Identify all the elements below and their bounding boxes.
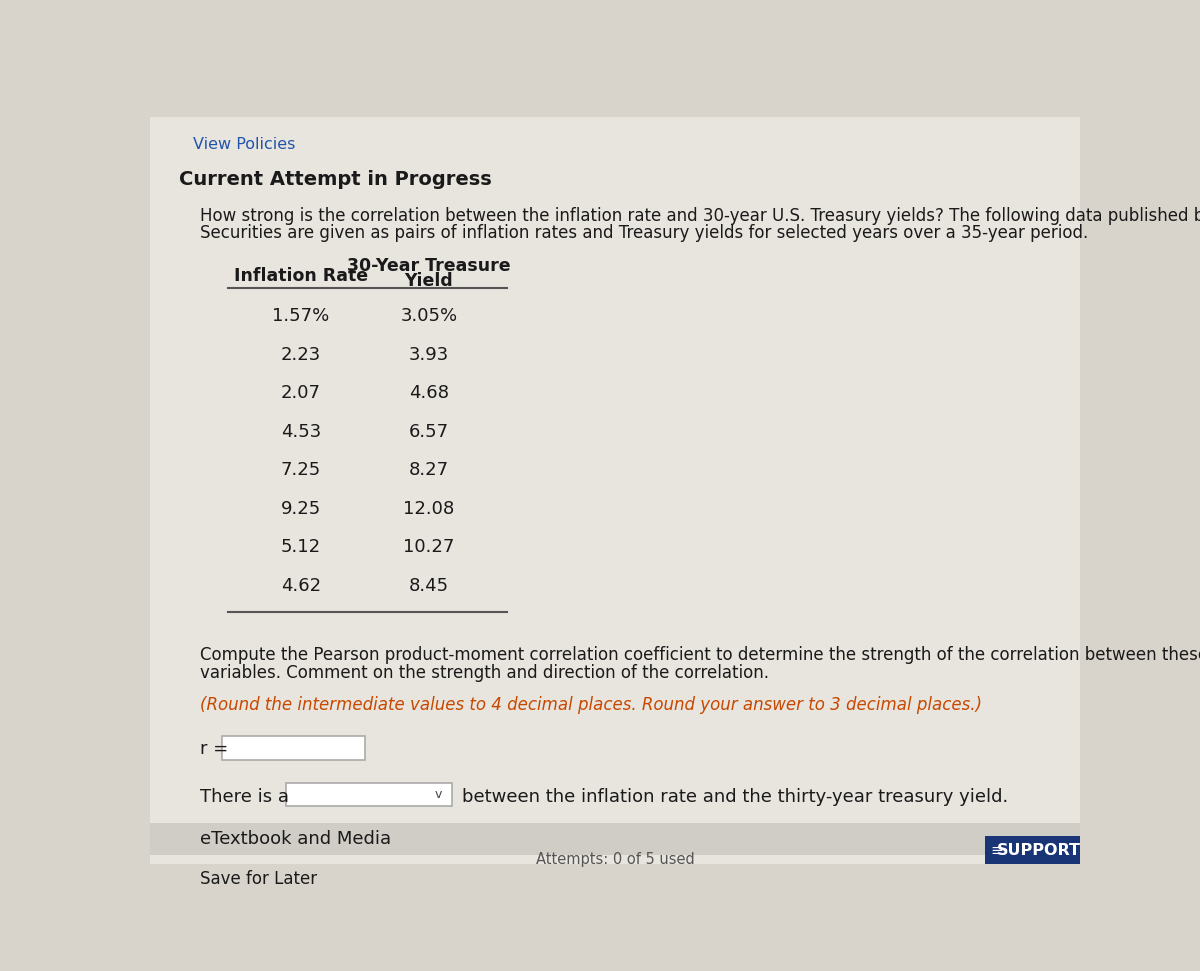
Text: 2.23: 2.23 [281,346,322,364]
Text: variables. Comment on the strength and direction of the correlation.: variables. Comment on the strength and d… [200,664,769,682]
Bar [985,836,1080,864]
Text: 3.05%: 3.05% [401,308,457,325]
Bar [150,822,1080,854]
Text: 2.07: 2.07 [281,385,322,403]
Text: 4.53: 4.53 [281,423,322,441]
Text: 4.62: 4.62 [281,577,322,595]
Text: SUPPORT: SUPPORT [997,843,1081,857]
Text: 8.45: 8.45 [409,577,449,595]
Text: Yield: Yield [404,272,454,290]
Text: 10.27: 10.27 [403,539,455,556]
Text: 1.57%: 1.57% [272,308,330,325]
Text: View Policies: View Policies [193,137,295,152]
Text: 8.27: 8.27 [409,461,449,480]
FancyBboxPatch shape [286,784,452,807]
Text: (Round the intermediate values to 4 decimal places. Round your answer to 3 decim: (Round the intermediate values to 4 deci… [200,695,983,714]
Text: Compute the Pearson product-moment correlation coefficient to determine the stre: Compute the Pearson product-moment corre… [200,647,1200,664]
Text: ≡: ≡ [990,843,1003,857]
Text: 12.08: 12.08 [403,500,455,518]
Text: 3.93: 3.93 [409,346,449,364]
Text: Current Attempt in Progress: Current Attempt in Progress [179,171,492,189]
Text: Attempts: 0 of 5 used: Attempts: 0 of 5 used [535,852,695,867]
Text: between the inflation rate and the thirty-year treasury yield.: between the inflation rate and the thirt… [462,787,1008,806]
Text: 9.25: 9.25 [281,500,322,518]
Text: eTextbook and Media: eTextbook and Media [200,830,391,849]
Text: Securities are given as pairs of inflation rates and Treasury yields for selecte: Securities are given as pairs of inflati… [200,224,1088,243]
Text: 6.57: 6.57 [409,423,449,441]
Text: 7.25: 7.25 [281,461,322,480]
FancyBboxPatch shape [222,736,366,760]
Text: Save for Later: Save for Later [200,870,318,888]
Text: r =: r = [200,740,229,758]
Text: 30-Year Treasure: 30-Year Treasure [347,257,511,276]
Text: v: v [434,788,442,801]
Text: 4.68: 4.68 [409,385,449,403]
Text: Inflation Rate: Inflation Rate [234,267,368,285]
Text: 5.12: 5.12 [281,539,322,556]
Text: There is a: There is a [200,787,289,806]
Text: How strong is the correlation between the inflation rate and 30-year U.S. Treasu: How strong is the correlation between th… [200,208,1200,225]
